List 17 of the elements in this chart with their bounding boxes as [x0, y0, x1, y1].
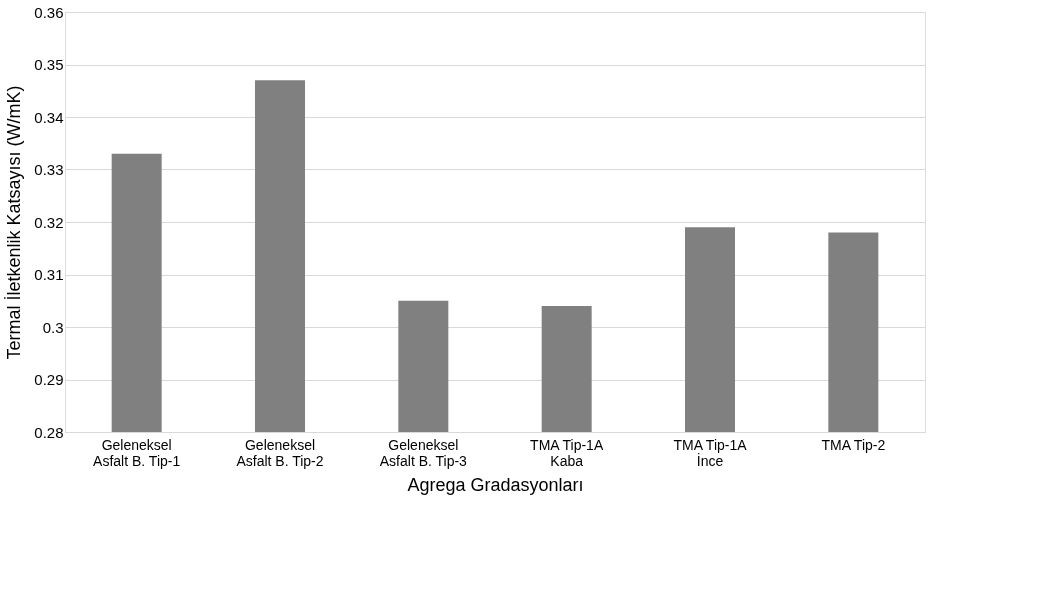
x-tick-label: Geleneksel Asfalt B. Tip-1	[93, 436, 181, 469]
x-tick-label: TMA Tip-1A Kaba	[530, 436, 604, 469]
y-axis-title: Termal İletkenlik Katsayısı (W/mK)	[4, 85, 25, 360]
y-tick-label: 0.28	[34, 423, 64, 441]
y-tick-label: 0.31	[34, 266, 64, 283]
y-tick-label: 0.29	[34, 371, 64, 388]
y-tick-label: 0.34	[34, 108, 64, 126]
x-tick-label: TMA Tip-2	[821, 436, 886, 453]
x-tick-label: TMA Tip-1A İnce	[673, 436, 748, 469]
y-tick-label: 0.35	[34, 56, 64, 73]
x-axis-title: Agrega Gradasyonları	[407, 474, 584, 495]
y-tick-label: 0.32	[34, 213, 64, 231]
y-tick-label: 0.33	[34, 161, 64, 178]
x-tick-label: Geleneksel Asfalt B. Tip-2	[236, 436, 324, 469]
x-tick-label: Geleneksel Asfalt B. Tip-3	[379, 436, 468, 469]
y-tick-label: 0.36	[34, 3, 64, 21]
y-tick-label: 0.3	[42, 318, 64, 336]
